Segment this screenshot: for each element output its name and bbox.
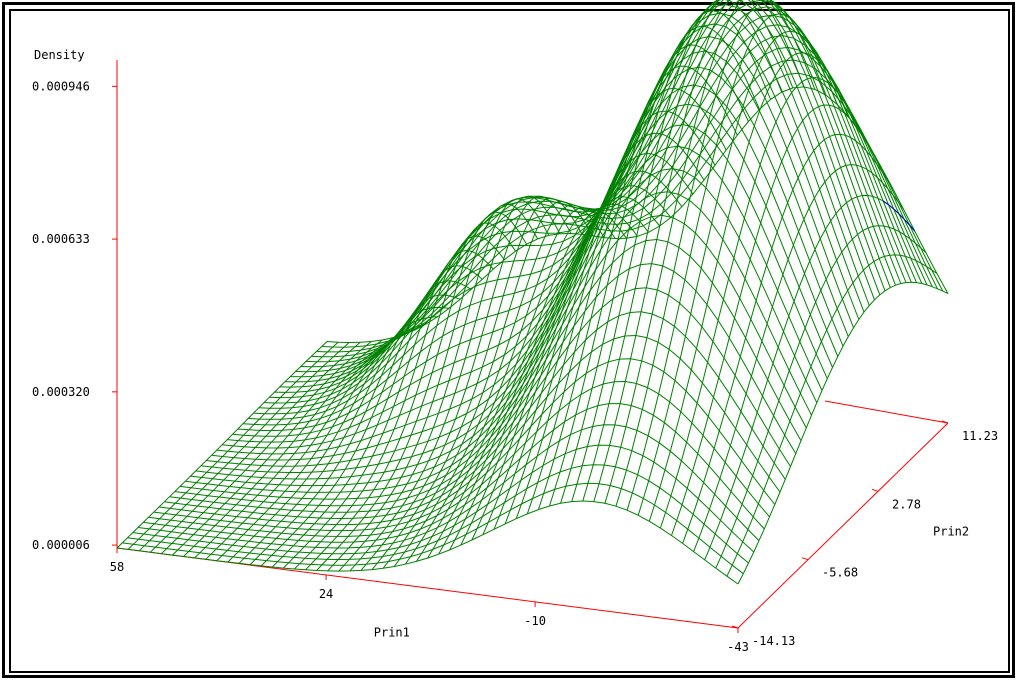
mesh-line-prin2 bbox=[460, 185, 672, 546]
mesh-line-prin2 bbox=[382, 200, 594, 569]
mesh-line-prin2 bbox=[282, 249, 494, 569]
y-tick-label: -14.13 bbox=[752, 634, 795, 648]
y-tick-label: 2.78 bbox=[892, 497, 921, 511]
y-tick bbox=[801, 557, 809, 561]
mesh-line-prin2 bbox=[560, 10, 772, 504]
mesh-line-prin2 bbox=[183, 337, 394, 557]
back-x-axis-line bbox=[824, 400, 949, 424]
mesh-line-prin2 bbox=[571, 0, 783, 502]
mesh-line-prin2 bbox=[637, 30, 849, 516]
inner-frame bbox=[9, 9, 1010, 673]
mesh-line-prin2 bbox=[327, 203, 539, 572]
mesh-line-prin2 bbox=[704, 194, 916, 561]
mesh-line-prin2 bbox=[360, 195, 572, 571]
y-tick bbox=[941, 420, 949, 424]
y-tick bbox=[731, 625, 739, 629]
labels: Density 0.000006 0.000320 0.000633 0.000946 5… bbox=[32, 48, 998, 654]
mesh-line-prin2 bbox=[316, 211, 528, 571]
y-tick bbox=[871, 488, 879, 492]
mesh-line-prin2 bbox=[549, 25, 760, 507]
mesh-line-prin2 bbox=[626, 13, 838, 511]
z-axis-label: Density bbox=[34, 48, 85, 62]
x-tick-label: -43 bbox=[727, 640, 749, 654]
mesh-line-prin1 bbox=[295, 14, 917, 373]
x-tick-label: 24 bbox=[319, 587, 333, 601]
mesh-line-prin2 bbox=[737, 281, 949, 585]
mesh-line-prin2 bbox=[127, 341, 339, 550]
mesh-line-prin2 bbox=[349, 195, 561, 572]
mesh-line-prin2 bbox=[271, 265, 483, 568]
y-axis-label: Prin2 bbox=[933, 525, 969, 539]
mesh-line-prin1 bbox=[206, 124, 828, 467]
mesh-line-prin2 bbox=[172, 339, 383, 556]
mesh-line-prin2 bbox=[149, 341, 361, 553]
mesh-line-prin2 bbox=[515, 87, 727, 519]
mesh-line-prin2 bbox=[393, 204, 605, 567]
mesh-line-prin2 bbox=[205, 329, 416, 560]
mesh-line-prin2 bbox=[615, 0, 827, 507]
z-tick-label: 0.000006 bbox=[32, 538, 90, 552]
mesh-line-prin2 bbox=[659, 76, 871, 529]
mesh-line-prin1 bbox=[221, 66, 844, 449]
mesh-line-prin2 bbox=[693, 164, 905, 552]
mesh-line-prin2 bbox=[404, 207, 616, 565]
mesh-line-prin2 bbox=[482, 152, 694, 535]
mesh-line-prin2 bbox=[471, 170, 683, 541]
mesh-line-prin2 bbox=[671, 104, 882, 536]
z-tick-label: 0.000633 bbox=[32, 232, 90, 246]
mesh-line-prin2 bbox=[715, 225, 927, 569]
y-tick-label: 11.23 bbox=[962, 429, 998, 443]
surface-mesh bbox=[116, 0, 949, 585]
mesh-line-prin1 bbox=[316, 59, 938, 353]
x-tick-label: 58 bbox=[110, 560, 124, 574]
y-axis-line bbox=[737, 422, 949, 629]
mesh-line-prin2 bbox=[338, 198, 550, 572]
mesh-line-prin2 bbox=[604, 0, 816, 504]
mesh-line-prin2 bbox=[449, 196, 661, 551]
mesh-underside bbox=[882, 200, 916, 232]
mesh-line-prin2 bbox=[526, 65, 738, 515]
mesh-line-prin2 bbox=[504, 110, 716, 525]
mesh-line-prin2 bbox=[682, 133, 894, 544]
mesh-line-prin2 bbox=[194, 333, 405, 559]
mesh-line-prin2 bbox=[415, 208, 627, 562]
mesh-line-prin2 bbox=[726, 254, 938, 577]
mesh-line-prin1 bbox=[269, 0, 891, 399]
x-axis-label: Prin1 bbox=[374, 626, 410, 640]
mesh-line-prin2 bbox=[371, 197, 583, 570]
mesh-line-prin1 bbox=[232, 35, 854, 437]
z-tick-label: 0.000946 bbox=[32, 79, 90, 93]
mesh-line-prin2 bbox=[161, 341, 372, 555]
y-tick-label: -5.68 bbox=[822, 566, 858, 580]
mesh-line-prin2 bbox=[593, 0, 805, 502]
x-tick-label: -10 bbox=[524, 614, 546, 628]
mesh-line-prin2 bbox=[582, 0, 794, 502]
z-tick-label: 0.000320 bbox=[32, 385, 90, 399]
mesh-line-prin2 bbox=[116, 341, 328, 549]
mesh-line-prin2 bbox=[648, 52, 860, 522]
mesh-line-prin2 bbox=[138, 342, 350, 552]
mesh-line-prin2 bbox=[294, 235, 505, 570]
mesh-line-prin1 bbox=[279, 0, 902, 388]
